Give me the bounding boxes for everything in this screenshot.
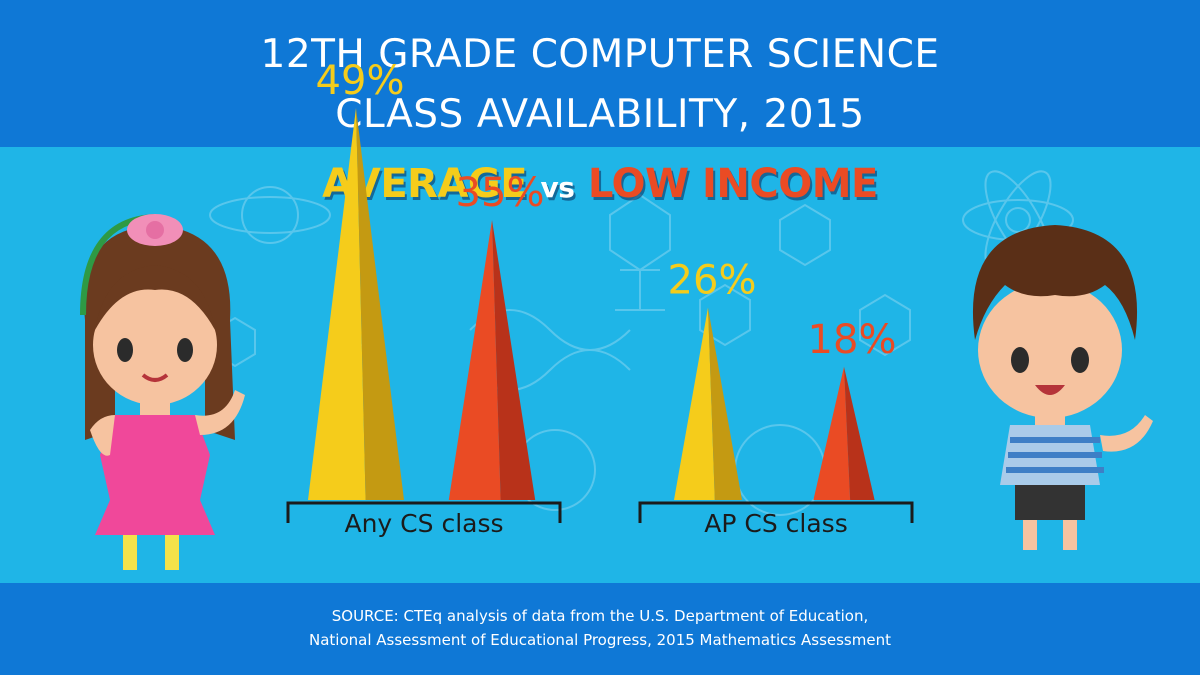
data-labels: 49% 35% 26% 18% — [316, 58, 897, 363]
bar-shade-average-ap-cs — [708, 307, 742, 500]
bar-shade-low-income-any-cs — [492, 220, 536, 500]
bar-low-income-ap-cs — [813, 366, 851, 500]
bracket-ap-cs — [638, 501, 914, 523]
data-label-average-any-cs: 49% — [316, 58, 405, 104]
bar-average-any-cs — [308, 108, 366, 500]
category-label-any-cs: Any CS class — [344, 509, 503, 538]
source-note: SOURCE: CTEq analysis of data from the U… — [0, 604, 1200, 652]
chart-title-line-2: CLASS AVAILABILITY, 2015 — [335, 92, 865, 137]
boy-illustration — [972, 225, 1153, 550]
bar-low-income-any-cs — [448, 220, 501, 500]
bar-shade-average-any-cs — [356, 108, 404, 500]
chart-subtitle: AVERAGE vs LOW INCOME — [0, 161, 1200, 207]
bracket-any-cs — [286, 501, 562, 523]
bar-marks — [308, 108, 875, 500]
footer-band — [0, 583, 1200, 675]
source-line-2: National Assessment of Educational Progr… — [309, 631, 891, 649]
data-label-average-ap-cs: 26% — [668, 258, 757, 304]
girl-illustration — [80, 214, 245, 570]
category-label-ap-cs: AP CS class — [704, 509, 847, 538]
category-brackets: Any CS class AP CS class — [286, 501, 914, 538]
data-label-low-income-ap-cs: 18% — [808, 317, 897, 363]
legend-vs: vs — [540, 171, 575, 204]
bar-average-ap-cs — [674, 307, 715, 500]
bar-shade-low-income-ap-cs — [844, 366, 875, 500]
source-line-1: SOURCE: CTEq analysis of data from the U… — [331, 607, 869, 625]
legend-low-income: LOW INCOME — [587, 161, 878, 207]
data-label-low-income-any-cs: 35% — [456, 170, 545, 216]
header-band — [0, 0, 1200, 147]
chart-title-line-1: 12TH GRADE COMPUTER SCIENCE — [260, 32, 940, 77]
